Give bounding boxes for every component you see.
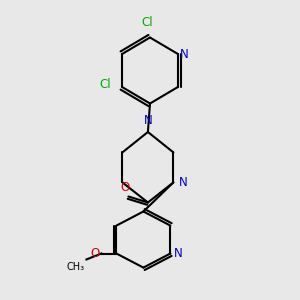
Text: CH₃: CH₃ [67, 262, 85, 272]
Text: O: O [91, 247, 100, 260]
Text: N: N [173, 247, 182, 260]
Text: N: N [143, 114, 152, 127]
Text: N: N [179, 176, 188, 189]
Text: Cl: Cl [100, 78, 111, 91]
Text: Cl: Cl [141, 16, 153, 28]
Text: N: N [180, 47, 189, 61]
Text: O: O [121, 181, 130, 194]
